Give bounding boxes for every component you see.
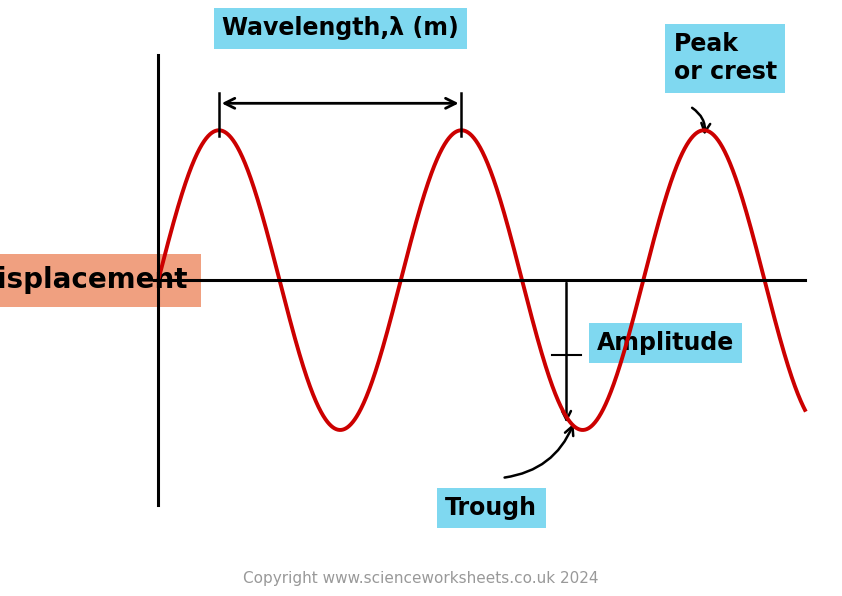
Text: Trough: Trough [445, 496, 537, 520]
Text: Copyright www.scienceworksheets.co.uk 2024: Copyright www.scienceworksheets.co.uk 20… [243, 570, 599, 586]
Text: Displacement: Displacement [0, 266, 189, 294]
Text: Amplitude: Amplitude [597, 331, 734, 355]
Text: Wavelength,λ (m): Wavelength,λ (m) [221, 16, 459, 41]
Text: Peak
or crest: Peak or crest [674, 32, 776, 84]
